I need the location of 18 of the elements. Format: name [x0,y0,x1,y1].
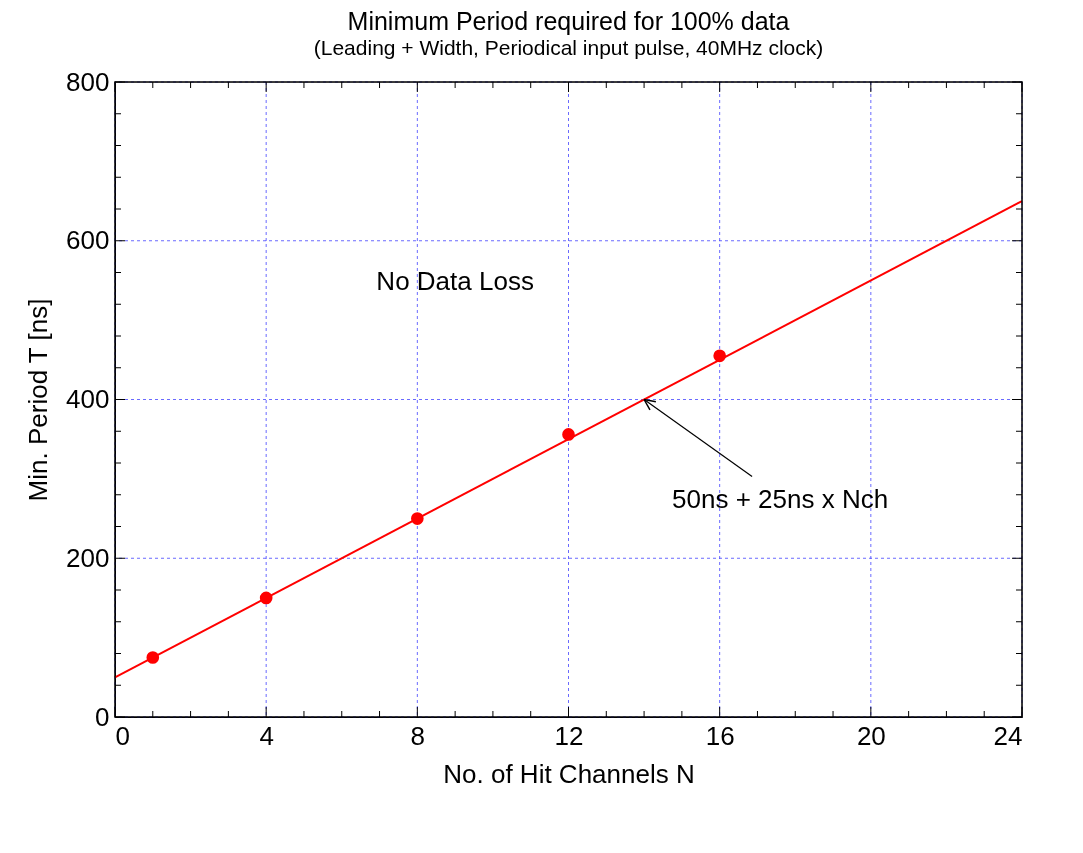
x-tick-label: 12 [554,720,584,751]
y-axis-title: Min. Period T [ns] [23,298,54,502]
annotation: 50ns + 25ns x Nch [672,483,889,514]
chart-subtitle: (Leading + Width, Periodical input pulse, 40MHz clock) [313,36,824,59]
y-tick-label: 600 [66,225,110,256]
annotation: No Data Loss [376,266,534,297]
y-tick-label: 0 [95,701,110,732]
y-tick-label: 200 [66,542,110,573]
x-axis-title: No. of Hit Channels N [443,758,695,789]
x-tick-label: 4 [259,720,274,751]
x-tick-label: 24 [993,720,1023,751]
y-tick-label: 800 [66,66,110,97]
x-tick-label: 0 [115,720,130,751]
y-tick-label: 400 [66,384,110,414]
x-tick-label: 20 [856,720,886,751]
x-tick-label: 8 [410,720,426,751]
chart-title: Minimum Period required for 100% data [347,7,790,35]
x-tick-label: 16 [705,720,735,751]
